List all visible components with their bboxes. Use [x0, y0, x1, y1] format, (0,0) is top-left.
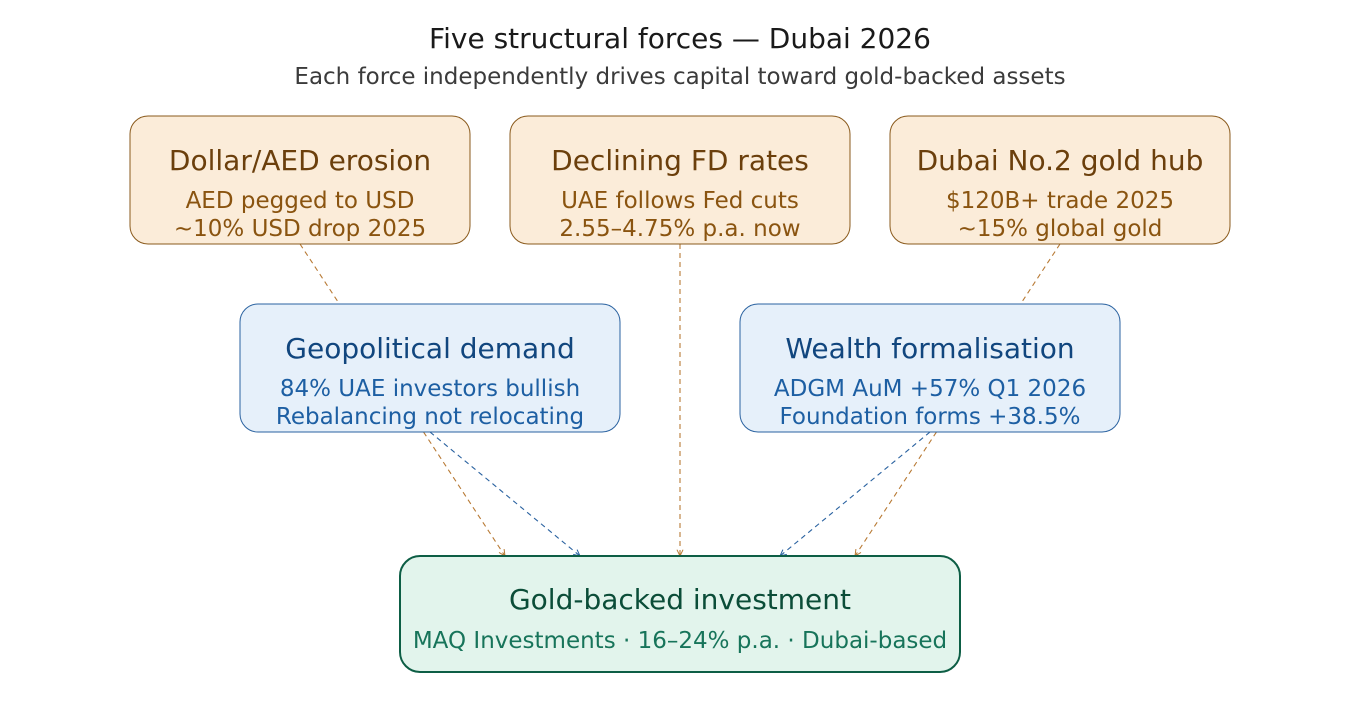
node-detail: Rebalancing not relocating	[276, 404, 584, 430]
node-box	[509, 115, 851, 245]
edge-fd-to-gold	[676, 244, 684, 558]
node-title: Dubai No.2 gold hub	[917, 144, 1204, 177]
node-dollar: Dollar/AED erosion AED pegged to USD~10% …	[129, 115, 471, 245]
node-detail: ~15% global gold	[958, 216, 1163, 242]
node-detail: MAQ Investments · 16–24% p.a. · Dubai-ba…	[413, 628, 947, 654]
node-title: Declining FD rates	[551, 144, 809, 177]
arrowhead	[498, 548, 506, 557]
edge-line	[779, 431, 931, 557]
node-hub: Dubai No.2 gold hub $120B+ trade 2025~15%…	[889, 115, 1231, 245]
node-detail: AED pegged to USD	[186, 188, 415, 214]
node-box	[399, 555, 961, 673]
node-title: Geopolitical demand	[285, 332, 574, 365]
edge-wealth-to-gold	[779, 431, 931, 557]
node-detail: ~10% USD drop 2025	[174, 216, 426, 242]
edge-geo-to-gold	[429, 431, 581, 557]
diagram-title: Five structural forces — Dubai 2026	[429, 22, 931, 55]
node-detail: Foundation forms +38.5%	[780, 404, 1081, 430]
diagram-subtitle: Each force independently drives capital …	[294, 64, 1065, 90]
node-detail: 84% UAE investors bullish	[280, 376, 580, 402]
node-title: Gold-backed investment	[509, 583, 851, 616]
node-detail: 2.55–4.75% p.a. now	[559, 216, 800, 242]
node-box	[739, 303, 1121, 433]
node-detail: UAE follows Fed cuts	[561, 188, 799, 214]
node-box	[239, 303, 621, 433]
node-title: Dollar/AED erosion	[169, 144, 431, 177]
nodes-layer: Dollar/AED erosion AED pegged to USD~10% …	[129, 115, 1231, 673]
arrowhead	[854, 548, 862, 557]
node-wealth: Wealth formalisation ADGM AuM +57% Q1 202…	[739, 303, 1121, 433]
node-gold: Gold-backed investment MAQ Investments · …	[399, 555, 961, 673]
node-geo: Geopolitical demand 84% UAE investors bul…	[239, 303, 621, 433]
node-fd: Declining FD rates UAE follows Fed cuts2.…	[509, 115, 851, 245]
node-detail: ADGM AuM +57% Q1 2026	[774, 376, 1086, 402]
edge-line	[429, 431, 581, 557]
node-box	[129, 115, 471, 245]
node-title: Wealth formalisation	[785, 332, 1074, 365]
node-detail: $120B+ trade 2025	[946, 188, 1174, 214]
node-box	[889, 115, 1231, 245]
